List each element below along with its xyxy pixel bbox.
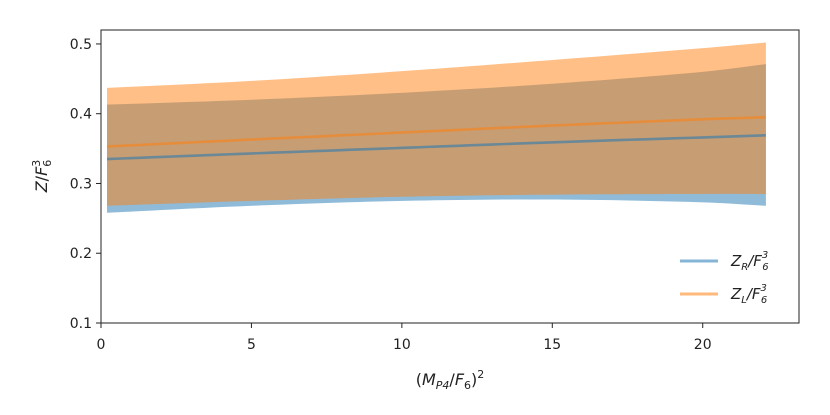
x-tick-label: 10 (393, 337, 411, 353)
legend-label-1: ZR/F3 6 (730, 250, 769, 273)
line-series-2 (106, 115, 766, 148)
y-tick-label: 0.1 (70, 316, 92, 332)
y-tick-label: 0.4 (70, 107, 92, 123)
y-axis-ticks: 0.1 0.2 0.3 0.4 0.5 (70, 37, 101, 332)
x-tick-label: 20 (694, 337, 712, 353)
legend-label-2: ZL/F3 6 (730, 283, 767, 306)
x-tick-label: 15 (543, 337, 561, 353)
x-axis-title: (MP4/F6)2 (416, 368, 485, 392)
series-lines (106, 115, 766, 161)
x-axis-ticks: 0 5 10 15 20 (97, 323, 712, 353)
line-series-1 (106, 134, 766, 161)
x-tick-label: 0 (97, 337, 106, 353)
y-axis-title: Z/F36 (30, 160, 54, 194)
x-tick-label: 5 (247, 337, 256, 353)
y-tick-label: 0.2 (70, 246, 92, 262)
y-tick-label: 0.3 (70, 176, 92, 192)
legend: ZR/F3 6 ZL/F3 6 (680, 250, 769, 306)
band-series-2 (107, 42, 766, 206)
confidence-bands (107, 42, 766, 213)
plot-frame (100, 29, 800, 324)
y-tick-label: 0.5 (70, 37, 92, 53)
